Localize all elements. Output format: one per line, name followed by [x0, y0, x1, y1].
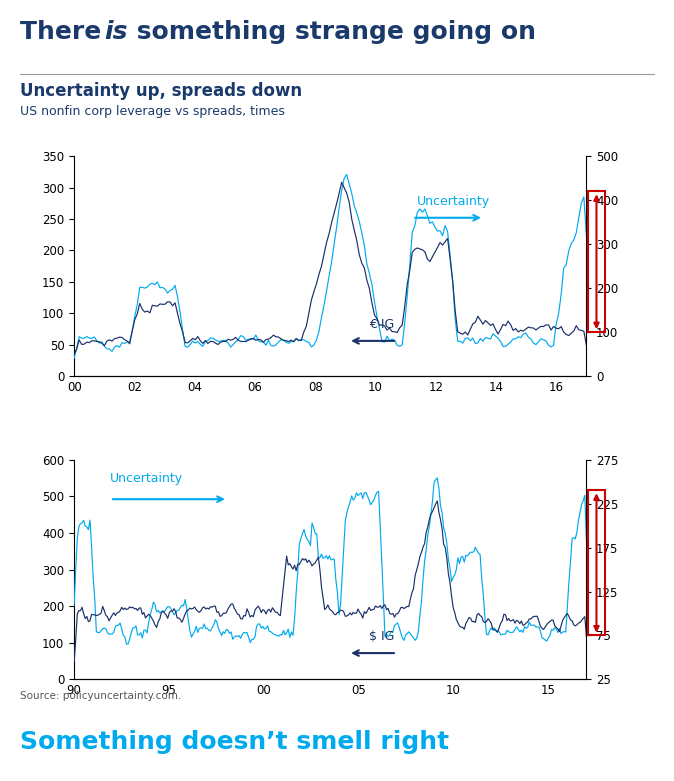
Text: $ IG: $ IG — [369, 630, 394, 643]
Text: Uncertainty: Uncertainty — [110, 472, 183, 484]
Text: Uncertainty up, spreads down: Uncertainty up, spreads down — [20, 82, 303, 100]
Text: US nonfin corp leverage vs spreads, times: US nonfin corp leverage vs spreads, time… — [20, 105, 285, 119]
Text: There: There — [20, 20, 111, 44]
Text: is: is — [104, 20, 128, 44]
Text: Uncertainty: Uncertainty — [417, 194, 491, 208]
Text: € IG: € IG — [369, 318, 394, 330]
Text: Source: policyuncertainty.com.: Source: policyuncertainty.com. — [20, 691, 181, 701]
Text: something strange going on: something strange going on — [128, 20, 536, 44]
Text: Something doesn’t smell right: Something doesn’t smell right — [20, 730, 450, 754]
